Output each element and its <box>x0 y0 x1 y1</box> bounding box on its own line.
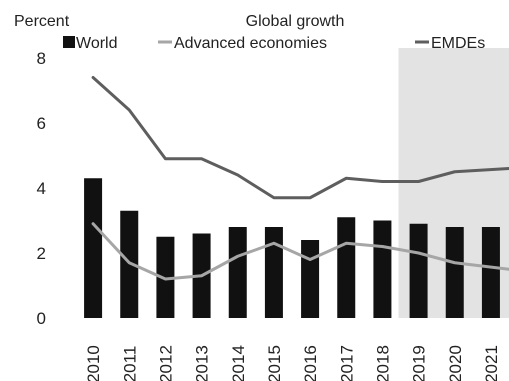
y-tick-label-6: 6 <box>37 114 46 133</box>
y-tick-label-8: 8 <box>37 49 46 68</box>
x-tick-label-2017: 2017 <box>337 345 356 381</box>
legend-label-emdes: EMDEs <box>431 35 485 52</box>
x-tick-label-2010: 2010 <box>84 345 103 381</box>
series-lines <box>91 76 509 281</box>
line-emdes <box>91 76 509 200</box>
legend: World Advanced economies EMDEs <box>63 35 485 52</box>
bar-world-2017 <box>337 217 356 318</box>
legend-label-advanced-economies: Advanced economies <box>174 35 327 52</box>
x-tick-label-2014: 2014 <box>229 345 248 381</box>
x-tick-label-2013: 2013 <box>193 345 212 381</box>
y-tick-label-0: 0 <box>37 309 46 328</box>
legend-swatch-world <box>63 36 75 48</box>
y-axis-label: Percent <box>14 13 70 30</box>
x-tick-label-2015: 2015 <box>265 345 284 381</box>
x-tick-label-2021: 2021 <box>482 345 501 381</box>
bar-world-2016 <box>301 240 320 318</box>
bar-world-2019 <box>409 223 428 318</box>
bar-world-2021 <box>481 227 500 318</box>
legend-label-world: World <box>76 35 118 52</box>
bar-world-2018 <box>373 220 392 318</box>
bar-world-2014 <box>228 227 247 318</box>
bar-world-2020 <box>445 227 464 318</box>
x-tick-label-2016: 2016 <box>301 345 320 381</box>
y-tick-label-4: 4 <box>37 179 46 198</box>
y-tick-label-2: 2 <box>37 244 46 263</box>
y-axis-ticks: 0 2 4 6 8 <box>37 49 46 328</box>
legend-item-emdes: EMDEs <box>415 35 485 52</box>
chart-title: Global growth <box>246 13 345 30</box>
x-tick-label-2018: 2018 <box>373 345 392 381</box>
bar-world-2015 <box>264 227 283 318</box>
legend-item-advanced-economies: Advanced economies <box>158 35 327 52</box>
legend-item-world: World <box>63 35 118 52</box>
x-tick-label-2019: 2019 <box>410 345 429 381</box>
line-advanced-economies <box>91 222 509 281</box>
x-tick-label-2012: 2012 <box>156 345 175 381</box>
bar-world-2010 <box>84 178 103 318</box>
world-bars <box>84 178 500 318</box>
x-axis-ticks: 2010 2011 2012 2013 2014 2015 2016 2017 2018 2019… <box>84 345 501 381</box>
x-tick-label-2011: 2011 <box>120 346 139 381</box>
x-tick-label-2020: 2020 <box>446 345 465 381</box>
